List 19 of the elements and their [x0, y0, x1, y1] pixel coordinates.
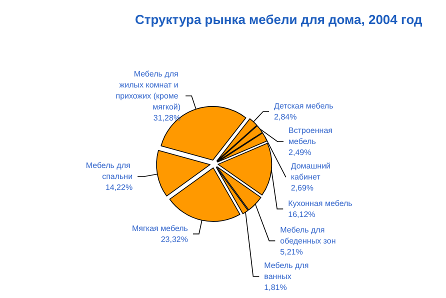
data-label: 5,21%	[280, 247, 303, 256]
data-label: 2,69%	[290, 184, 314, 193]
slice-label: Мебель для жилых комнат и прихожих (кроме мягкой)	[116, 69, 181, 112]
slice-label: Детская мебель	[274, 102, 334, 111]
chart-title: Структура рынка мебели для дома, 2004 год	[135, 12, 424, 27]
data-label: 14,22%	[105, 183, 133, 192]
slice-label: Мебель для спальни	[86, 161, 133, 182]
data-label: 2,84%	[274, 112, 297, 122]
slice-label: Мебель для ванных	[264, 260, 311, 281]
data-label: 31,28%	[153, 113, 181, 122]
data-label: 1,81%	[264, 282, 287, 292]
data-label: 16,12%	[288, 210, 316, 219]
data-label: 23,32%	[160, 234, 188, 244]
slice-label: Мягкая мебель	[132, 224, 188, 233]
slice-label: Кухонная мебель	[288, 198, 352, 208]
data-label: 2,49%	[288, 148, 312, 158]
slice-label: Мебель для обеденных зон	[280, 225, 336, 246]
slice-label: Встроенная мебель	[288, 126, 335, 146]
slice-label: Домашний кабинет	[290, 162, 333, 182]
